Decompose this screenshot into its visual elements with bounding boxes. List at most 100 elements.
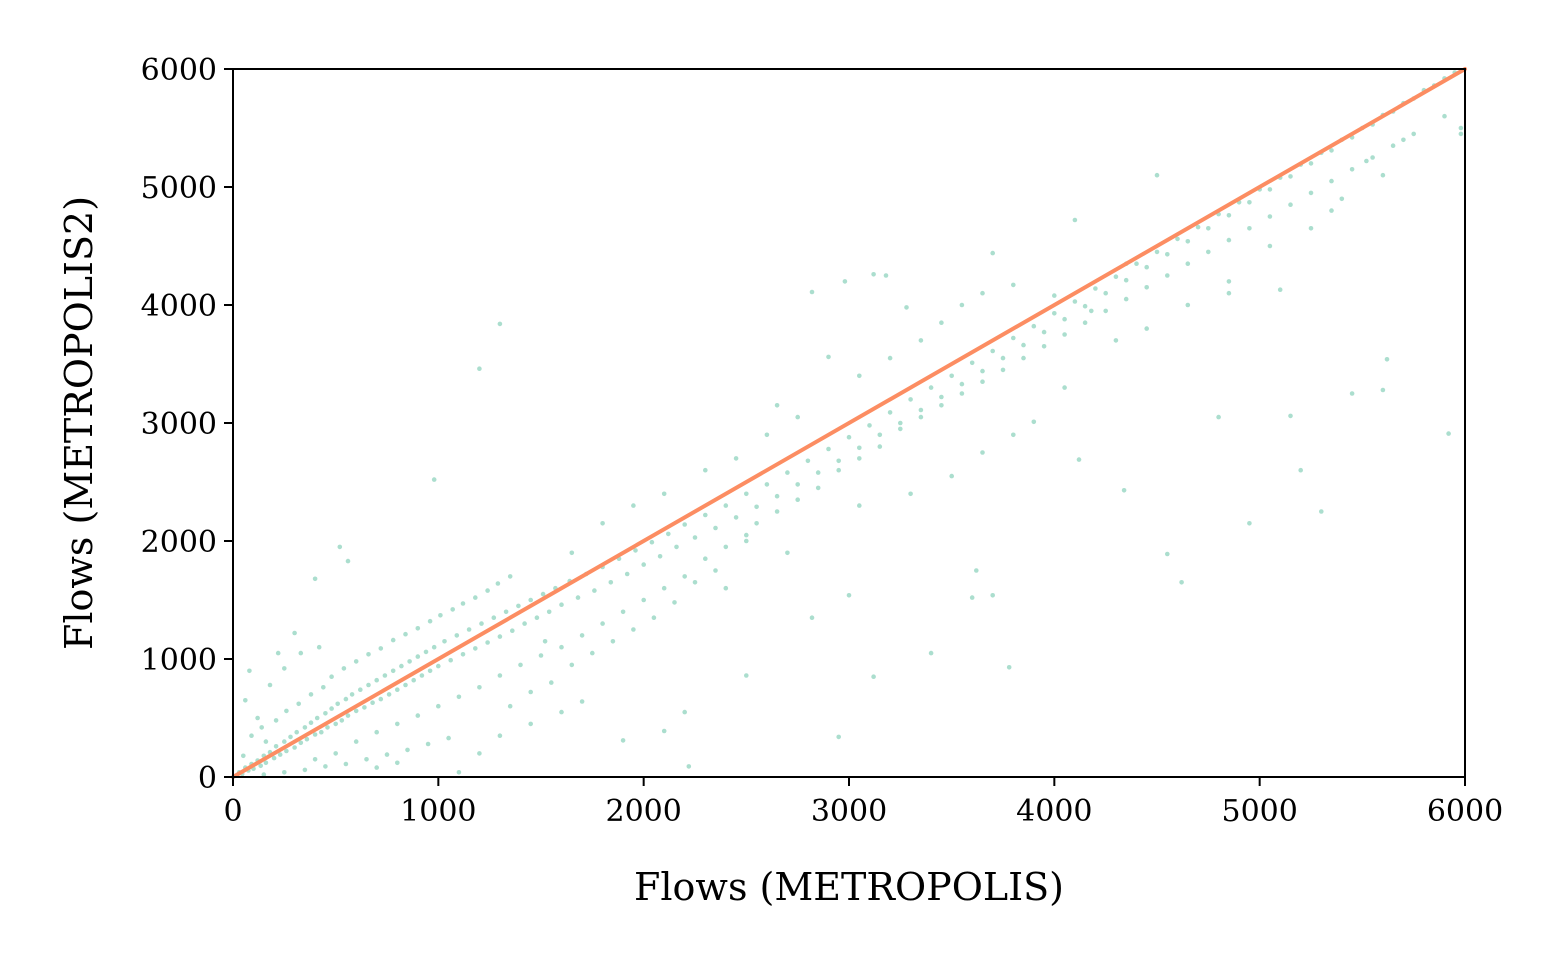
scatter-point: [969, 360, 975, 366]
scatter-point: [436, 663, 441, 669]
x-tick-label: 2000: [605, 794, 681, 829]
scatter-point: [304, 736, 310, 742]
scatter-point: [723, 585, 729, 591]
scatter-point: [497, 733, 503, 738]
scatter-point: [259, 725, 265, 730]
scatter-point: [419, 673, 425, 678]
scatter-point: [608, 580, 614, 585]
scatter-point: [815, 485, 821, 491]
scatter-point: [263, 760, 269, 766]
scatter-point: [427, 668, 433, 674]
scatter-point: [312, 757, 318, 762]
scatter-point: [364, 757, 369, 762]
scatter-point: [1185, 261, 1191, 267]
scatter-point: [312, 732, 318, 737]
scatter-point: [1226, 237, 1232, 243]
scatter-point: [292, 630, 297, 636]
scatter-point: [1267, 243, 1273, 249]
scatter-point: [284, 708, 289, 714]
scatter-point: [366, 682, 371, 688]
scatter-point: [425, 741, 431, 747]
scatter-point: [857, 373, 862, 379]
scatter-point: [282, 739, 287, 744]
x-tick-label: 5000: [1221, 794, 1297, 829]
scatter-point: [407, 659, 412, 664]
scatter-point: [1247, 226, 1252, 231]
scatter-point: [774, 403, 780, 408]
scatter-point: [362, 705, 367, 710]
scatter-point: [980, 290, 985, 296]
scatter-point: [1000, 367, 1006, 373]
scatter-point: [491, 615, 497, 620]
scatter-point: [298, 740, 304, 746]
scatter-point: [661, 585, 667, 591]
scatter-point: [1267, 214, 1273, 219]
scatter-point: [908, 397, 913, 402]
scatter-point: [427, 618, 433, 624]
scatter-point: [273, 718, 279, 723]
scatter-point: [378, 696, 384, 702]
scatter-point: [1364, 158, 1369, 164]
scatter-point: [928, 385, 934, 390]
scatter-point: [713, 525, 718, 531]
scatter-point: [374, 765, 380, 770]
scatter-point: [1175, 236, 1180, 242]
scatter-point: [744, 532, 749, 538]
scatter-point: [374, 729, 380, 735]
scatter-point: [600, 621, 605, 626]
scatter-point: [473, 595, 478, 600]
scatter-point: [805, 458, 811, 464]
scatter-point: [1442, 113, 1447, 119]
scatter-point: [325, 725, 330, 730]
scatter-point: [540, 591, 546, 597]
scatter-point: [395, 721, 400, 727]
scatter-point: [682, 574, 687, 579]
scatter-point: [1277, 287, 1283, 293]
scatter-point: [1062, 316, 1067, 322]
x-tick-label: 1000: [400, 794, 476, 829]
scatter-point: [1319, 509, 1324, 514]
scatter-point: [507, 703, 513, 709]
scatter-point: [569, 550, 575, 556]
scatter-point: [1267, 187, 1273, 192]
scatter-point: [857, 503, 862, 508]
scatter-point: [255, 715, 260, 721]
scatter-point: [343, 696, 349, 702]
scatter-point: [904, 305, 909, 310]
scatter-point: [1206, 249, 1211, 255]
scatter-point: [339, 718, 345, 723]
scatter-point: [744, 491, 749, 497]
scatter-point: [1288, 202, 1293, 207]
scatter-point: [1113, 274, 1119, 280]
scatter-point: [1370, 155, 1375, 160]
scatter-point: [959, 381, 965, 387]
scatter-point: [579, 699, 585, 704]
scatter-point: [358, 687, 363, 692]
scatter-point: [273, 744, 279, 749]
scatter-point: [302, 725, 308, 730]
scatter-point: [703, 512, 708, 518]
scatter-point: [1329, 178, 1334, 184]
scatter-point: [846, 434, 852, 440]
scatter-point: [1308, 226, 1314, 231]
scatter-point: [384, 752, 390, 757]
scatter-point: [826, 354, 831, 360]
scatter-point: [785, 470, 790, 475]
scatter-point: [785, 550, 790, 556]
scatter-point: [284, 748, 289, 754]
scatter-point: [723, 503, 729, 508]
scatter-point: [1103, 290, 1108, 296]
scatter-point: [1458, 131, 1464, 137]
scatter-point: [1349, 391, 1355, 396]
scatter-point: [836, 734, 841, 740]
scatter-point: [1339, 196, 1345, 202]
scatter-point: [877, 432, 883, 438]
reference-line: [231, 67, 1467, 779]
scatter-point: [703, 556, 708, 561]
scatter-point: [247, 668, 252, 674]
scatter-point: [631, 627, 636, 632]
scatter-point: [795, 482, 800, 487]
scatter-point: [271, 755, 277, 761]
scatter-point: [510, 628, 515, 633]
y-tick-label: 0: [198, 761, 217, 796]
